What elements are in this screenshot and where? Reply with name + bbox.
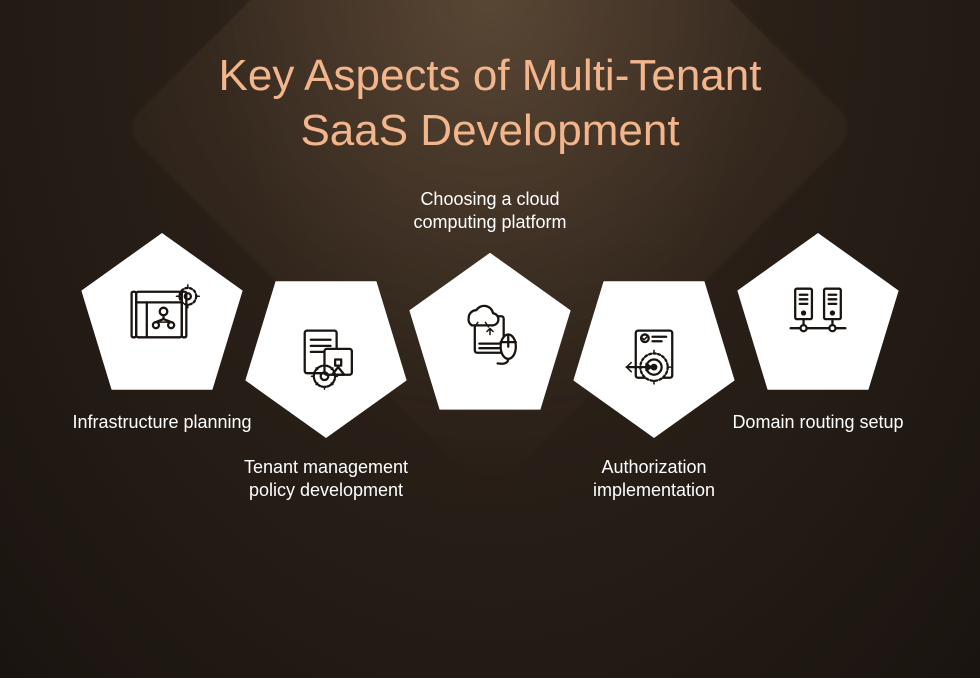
target-arrow-icon xyxy=(616,320,692,396)
pentagon-2 xyxy=(242,278,410,438)
pentagon-4 xyxy=(570,278,738,438)
blueprint-icon xyxy=(124,275,200,351)
title-line-1: Key Aspects of Multi-Tenant xyxy=(219,51,762,100)
tenant-policy-icon xyxy=(288,320,364,396)
pentagon-3 xyxy=(406,253,574,413)
aspects-row: Infrastructure planning Tenant manage xyxy=(0,188,980,503)
pentagon-1 xyxy=(78,233,246,393)
aspect-label: Tenant management policy development xyxy=(231,456,421,503)
title-line-2: SaaS Development xyxy=(300,106,679,155)
server-network-icon xyxy=(780,275,856,351)
aspect-domain-routing: Domain routing setup xyxy=(720,233,916,434)
pentagon-5 xyxy=(734,233,902,393)
aspect-label: Choosing a cloud computing platform xyxy=(395,188,585,235)
page-title: Key Aspects of Multi-Tenant SaaS Develop… xyxy=(0,48,980,158)
cloud-mouse-icon xyxy=(452,295,528,371)
aspect-label: Authorization implementation xyxy=(559,456,749,503)
aspect-label: Infrastructure planning xyxy=(72,411,251,434)
aspect-label: Domain routing setup xyxy=(732,411,903,434)
